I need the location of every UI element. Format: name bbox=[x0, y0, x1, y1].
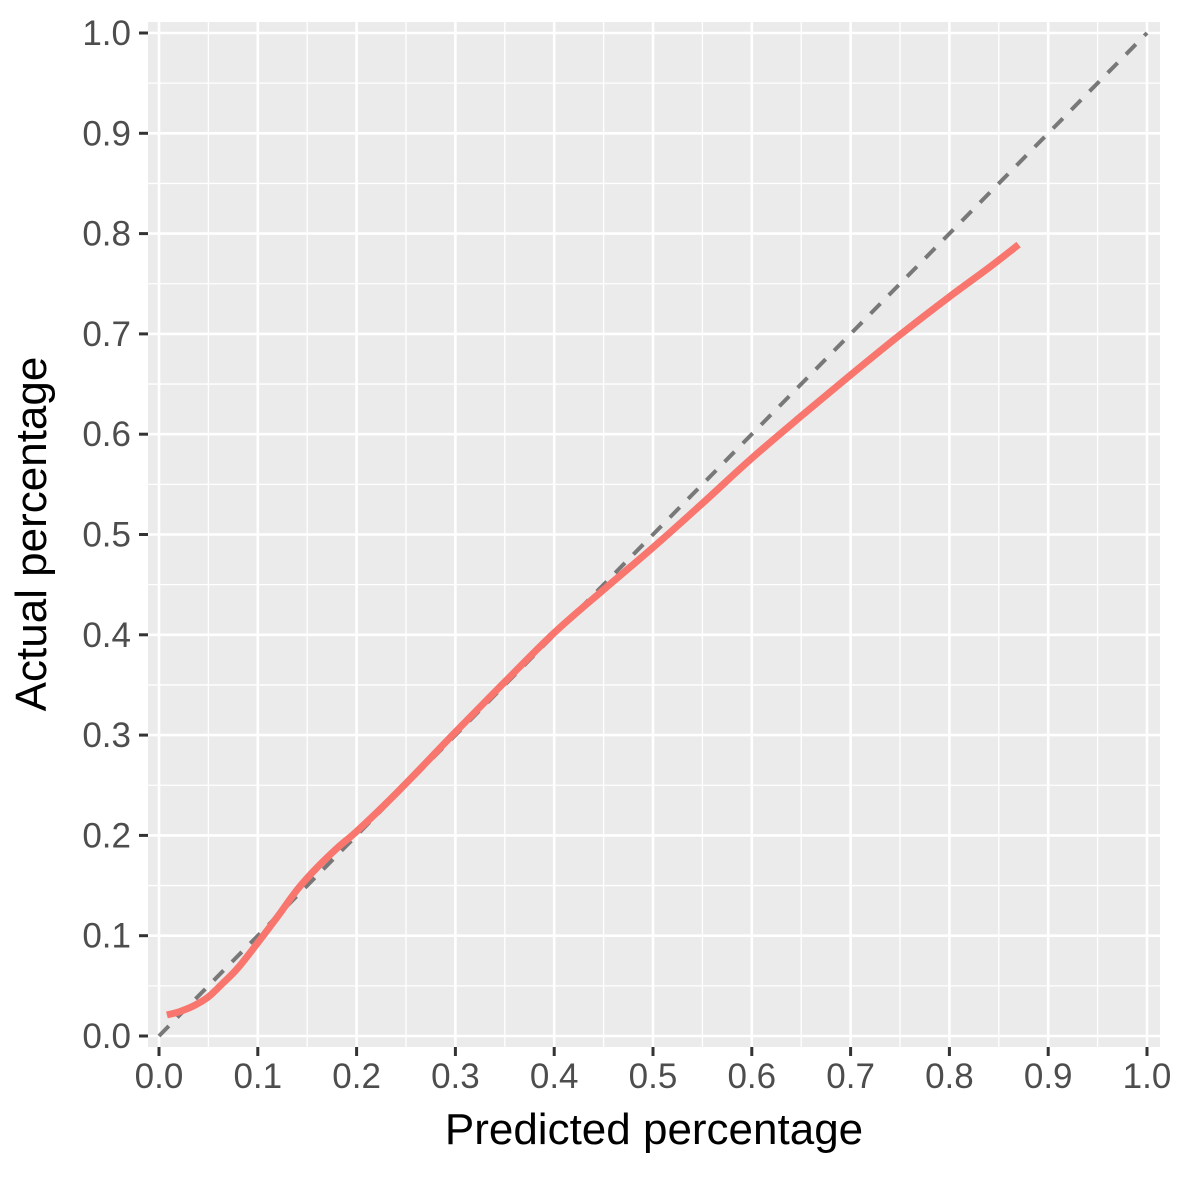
x-axis-title: Predicted percentage bbox=[445, 1105, 863, 1154]
calibration-curve bbox=[166, 241, 1021, 1019]
x-tick-label: 0.8 bbox=[925, 1057, 974, 1096]
y-tick-label: 1.0 bbox=[82, 14, 131, 53]
x-axis-tick-labels: 0.0 0.1 0.2 0.3 0.4 0.5 0.6 0.7 0.8 0.9 1.0 bbox=[135, 1057, 1172, 1096]
y-tick-label: 0.1 bbox=[82, 917, 131, 956]
x-tick-label: 0.0 bbox=[135, 1057, 184, 1096]
y-axis-title: Actual percentage bbox=[7, 357, 56, 712]
identity-reference-line bbox=[157, 31, 1149, 1038]
x-axis-tick-marks bbox=[157, 1047, 1149, 1056]
x-tick-label: 0.1 bbox=[233, 1057, 282, 1096]
y-tick-label: 0.6 bbox=[82, 415, 131, 454]
x-tick-label: 1.0 bbox=[1123, 1057, 1172, 1096]
y-axis-tick-marks bbox=[139, 31, 148, 1038]
x-tick-label: 0.2 bbox=[332, 1057, 381, 1096]
y-tick-label: 0.5 bbox=[82, 516, 131, 555]
x-tick-label: 0.7 bbox=[826, 1057, 875, 1096]
y-tick-label: 0.7 bbox=[82, 315, 131, 354]
y-tick-label: 0.3 bbox=[82, 716, 131, 755]
y-tick-label: 0.8 bbox=[82, 215, 131, 254]
x-tick-label: 0.6 bbox=[727, 1057, 776, 1096]
y-tick-label: 0.2 bbox=[82, 816, 131, 855]
x-tick-label: 0.9 bbox=[1024, 1057, 1073, 1096]
y-tick-label: 0.4 bbox=[82, 616, 131, 655]
x-tick-label: 0.5 bbox=[629, 1057, 678, 1096]
y-tick-label: 0.0 bbox=[82, 1017, 131, 1056]
x-tick-label: 0.3 bbox=[431, 1057, 480, 1096]
major-gridlines bbox=[148, 22, 1160, 1047]
y-axis-tick-labels: 0.0 0.1 0.2 0.3 0.4 0.5 0.6 0.7 0.8 0.9 1.0 bbox=[82, 14, 131, 1056]
data-series bbox=[157, 31, 1149, 1038]
x-tick-label: 0.4 bbox=[530, 1057, 579, 1096]
y-tick-label: 0.9 bbox=[82, 114, 131, 153]
